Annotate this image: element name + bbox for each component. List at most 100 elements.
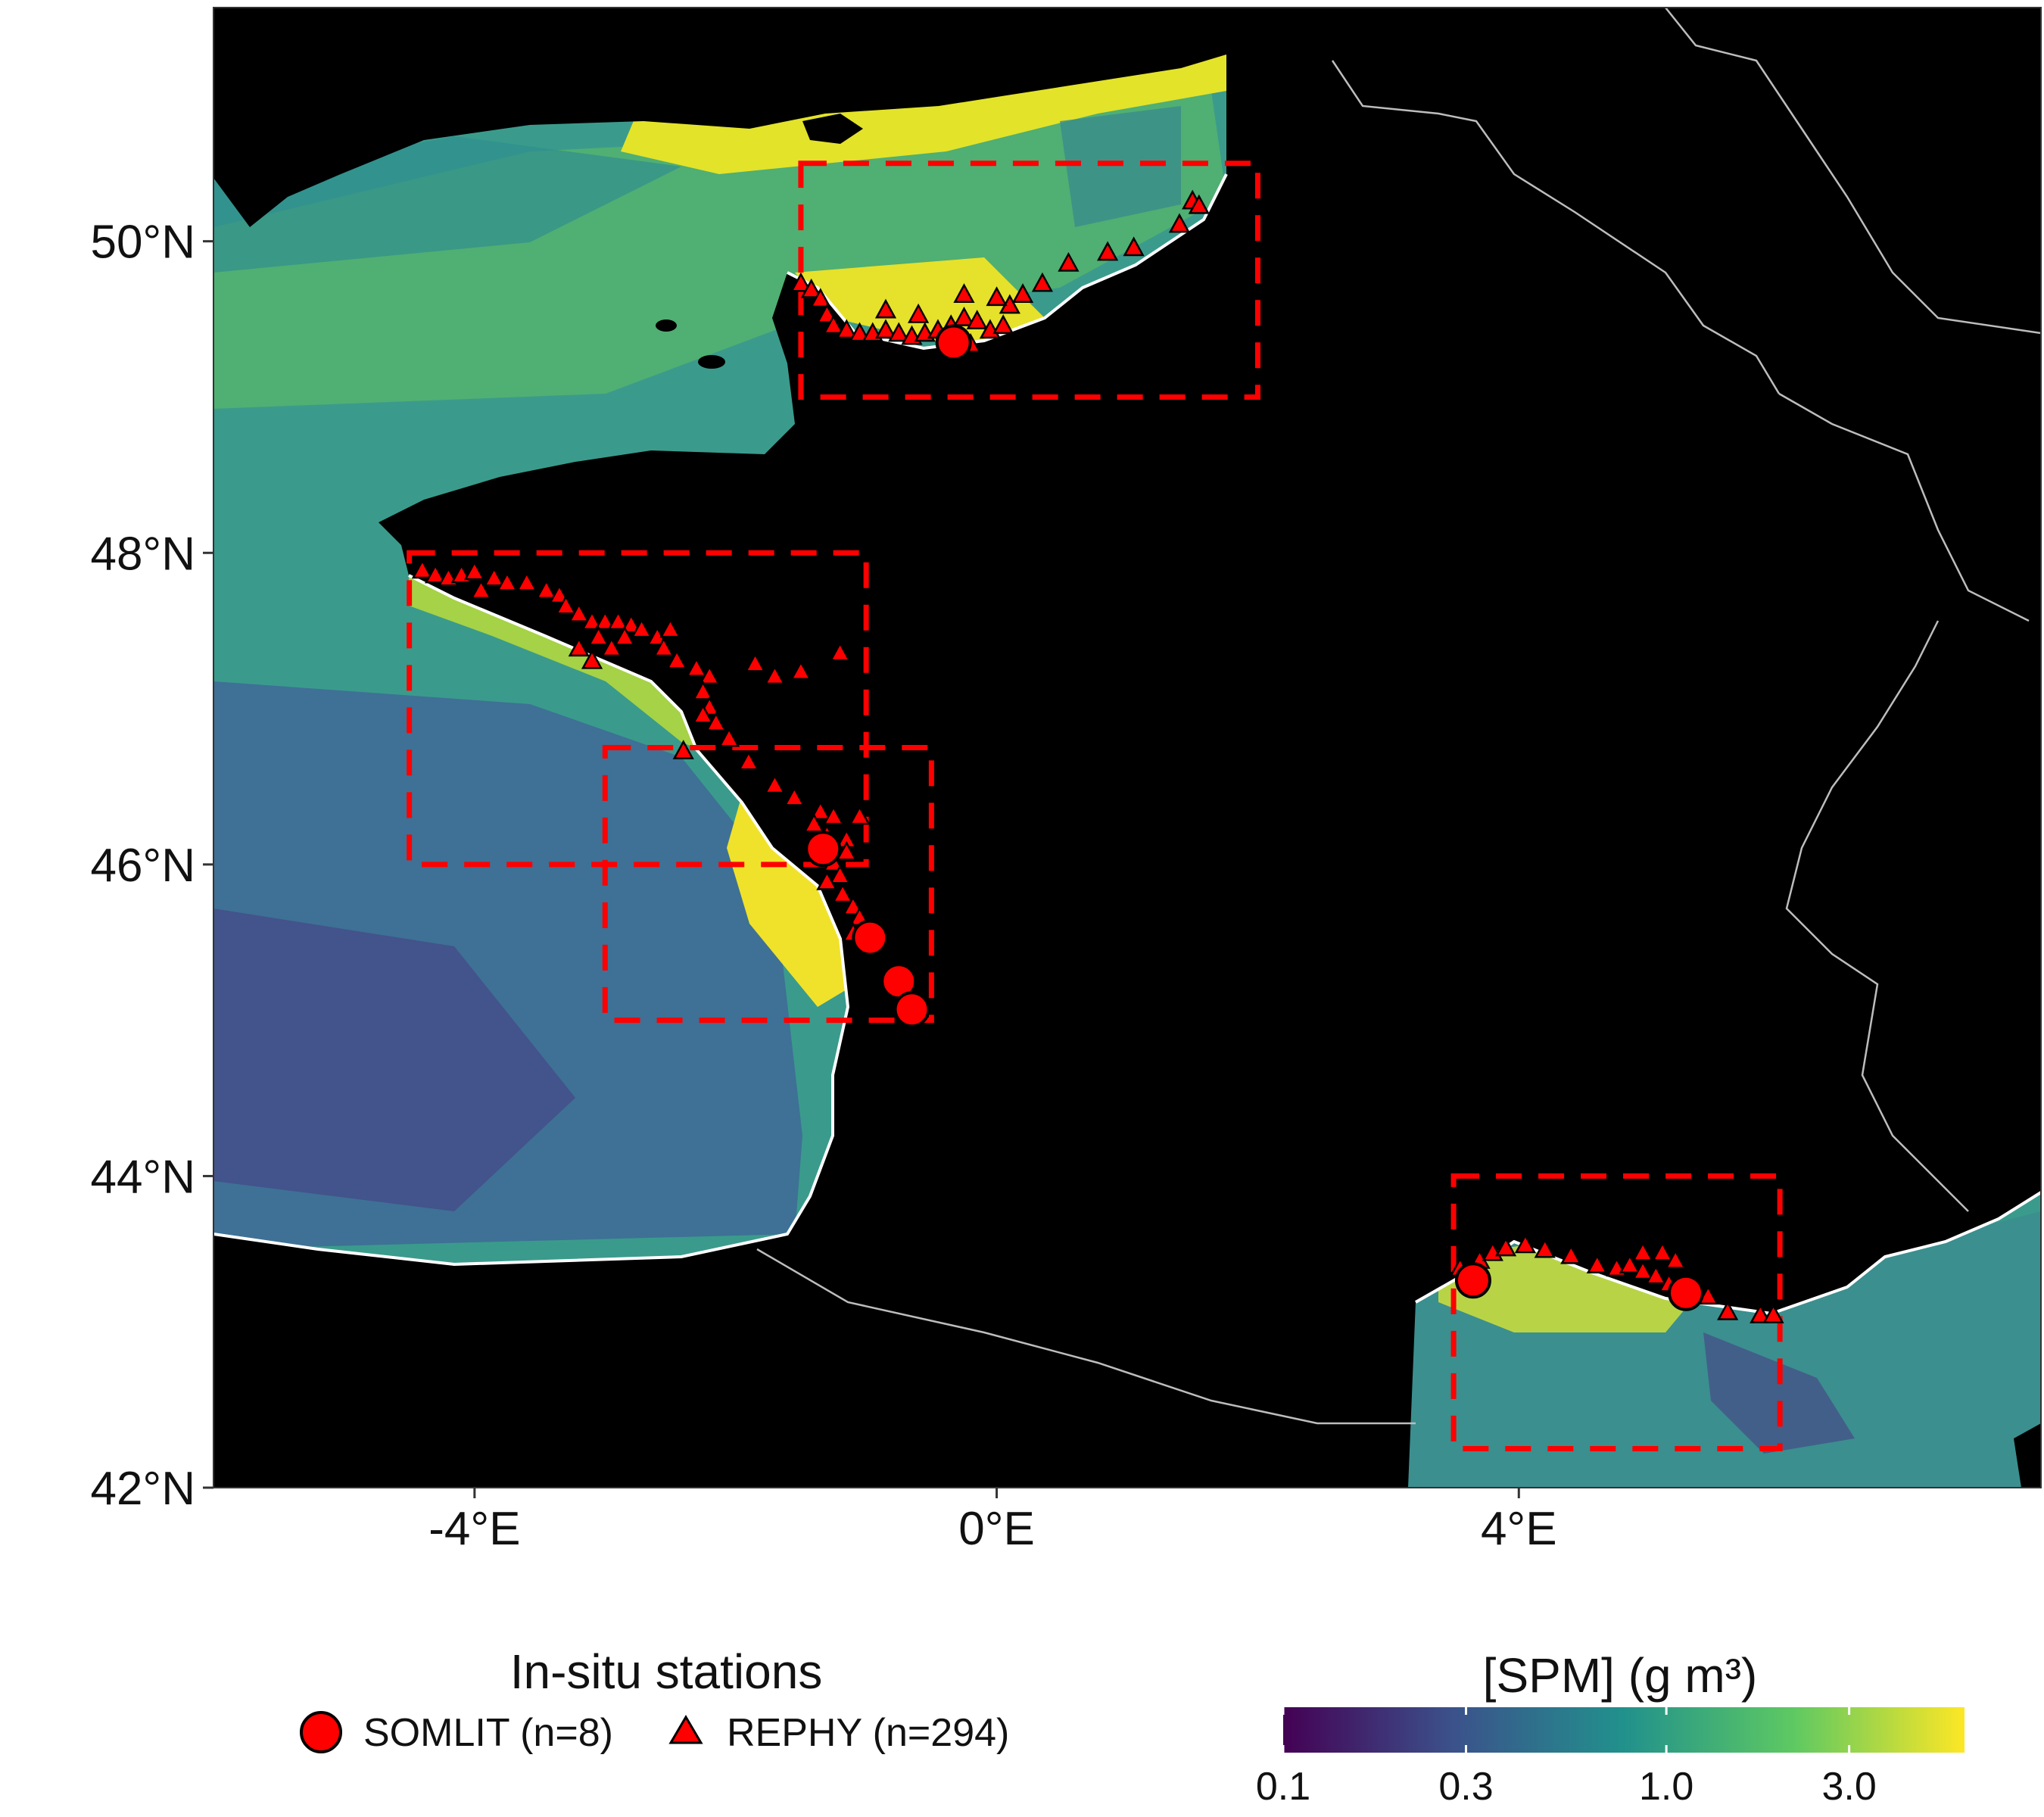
rephy-station [1586,1254,1608,1274]
rephy-station [836,840,858,861]
rephy-station [1011,283,1034,303]
y-tick-label: 44°N [90,1151,195,1203]
rephy-station [790,272,812,292]
rephy-station [744,652,766,672]
rephy-station [829,641,851,662]
rephy-station [849,322,871,342]
panel-frame [213,7,2042,1488]
box-gironde [602,745,934,1024]
rephy-station [803,812,825,833]
y-tick-label: 42°N [90,1463,195,1515]
rephy-station [992,314,1014,335]
rephy-station [614,625,636,646]
rephy-station [535,579,557,599]
guernsey [698,355,725,369]
rephy-station [705,712,727,731]
rephy-legend-label: REPHY (n=294) [727,1711,1009,1755]
rephy-station [966,310,988,329]
rhone-plume [1438,1242,1703,1332]
rephy-station [594,610,616,631]
rephy-station [764,665,786,685]
rephy-station [832,883,854,903]
rephy-station [587,625,609,646]
rephy-station [1645,1264,1667,1285]
somlit-station [852,919,889,956]
rephy-station [1750,1304,1771,1323]
rephy-station [1168,213,1191,233]
rephy-station [653,637,675,657]
rephy-station [1494,1236,1517,1257]
great-britain [213,8,1279,227]
somlit-legend-label: SOMLIT (n=8) [363,1711,613,1755]
offshore-low-spm-med [1703,1332,1855,1454]
rephy-station [842,895,865,915]
rephy-station [600,637,623,657]
somlit-station [1667,1274,1704,1311]
rephy-station [568,602,590,622]
channel-east-lower-spm [1060,106,1181,227]
rephy-station [548,584,571,604]
rephy-station [784,786,805,806]
rephy-station [1123,236,1145,257]
y-tick-label: 50°N [90,217,195,269]
rephy-station [822,314,845,335]
rephy-station [555,594,577,615]
rephy-station [1762,1304,1784,1323]
rephy-station [1031,272,1054,292]
colorbar-tick-label: 0.1 [1256,1765,1310,1809]
rephy-station [809,800,831,821]
colorbar-tick-label: 1.0 [1639,1765,1693,1809]
national-borders [756,8,2041,1425]
rephy-station [874,319,897,339]
somlit-station [1454,1262,1491,1299]
rephy-station [516,571,537,591]
rephy-station [874,298,897,319]
rephy-station [1188,194,1210,214]
colorbar-ticks: 0.1 0.3 1.0 3.0 [1256,1707,1877,1809]
somlit-station [805,831,842,868]
colorbar [1283,1707,1965,1753]
rephy-station [1058,251,1080,272]
france-europe [213,8,2041,1488]
rephy-station [888,322,910,342]
land [213,8,2041,1488]
y-tick-label: 46°N [90,840,195,892]
x-tick-label: -4°E [428,1503,520,1555]
x-tick-label: 4°E [1481,1503,1557,1555]
rephy-station [581,649,603,669]
rephy-station [483,566,505,587]
rephy-station [1651,1241,1674,1261]
jersey [656,319,677,332]
rephy-station [718,727,740,747]
rephy-station [666,649,688,669]
rephy-station [816,870,838,890]
rephy-station [425,563,447,584]
stations-legend-title: In-situ stations [510,1644,823,1699]
box-seine-bay [798,161,1260,400]
rephy-station [411,559,433,579]
rephy-station [764,774,786,794]
rephy-station [685,656,708,677]
x-tick-label: 0°E [958,1503,1035,1555]
rephy-station [692,703,714,724]
y-tick-label: 48°N [90,528,195,580]
rephy-station [829,864,851,884]
rephy-station [822,805,845,825]
stations-legend: In-situ stations SOMLIT (n=8) REPHY (n=2… [300,1644,1009,1755]
rephy-station [800,278,822,298]
colorbar-tick-label: 3.0 [1821,1765,1876,1809]
rephy-station [1631,1260,1654,1280]
rephy-station [836,319,858,339]
rephy-station [581,610,603,631]
rephy-station [496,571,519,591]
rephy-station [1514,1233,1537,1254]
rephy-station [953,283,975,303]
rephy-station [699,665,721,685]
box-brittany-loire [407,550,869,868]
rephy-station [908,303,930,323]
rephy-station [1560,1244,1582,1264]
somlit-legend-marker [300,1711,342,1753]
region-boxes [407,161,1783,1452]
map-panel [213,8,2041,1488]
